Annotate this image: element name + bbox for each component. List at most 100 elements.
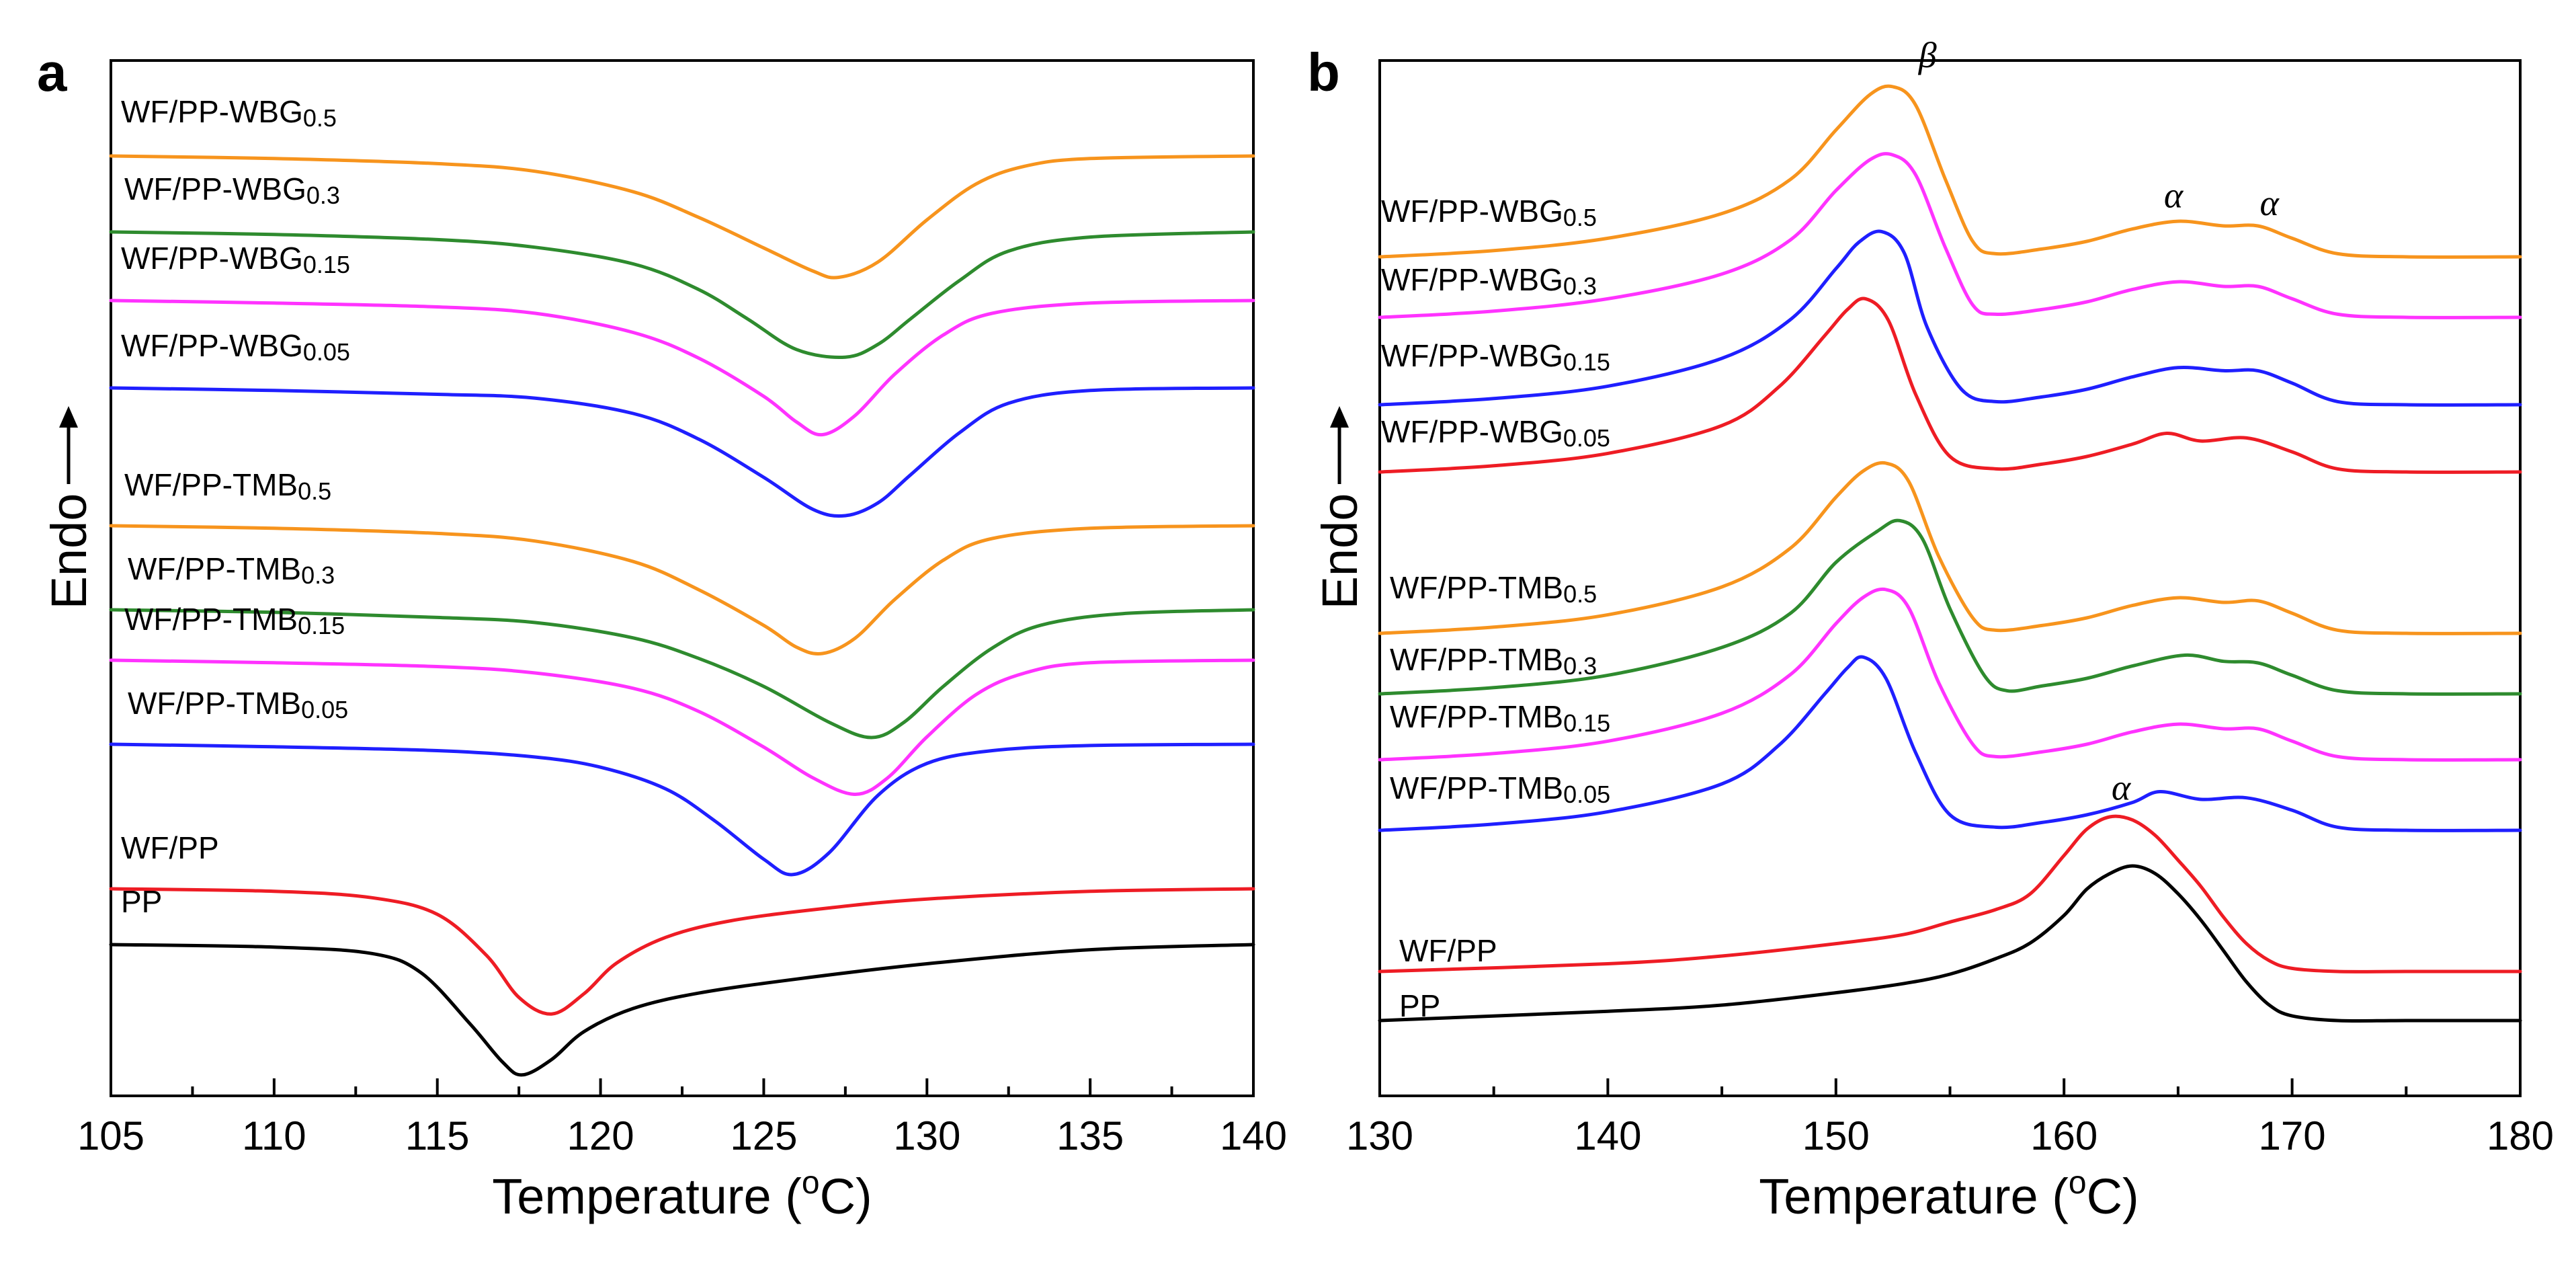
- series-label-subscript: 0.5: [298, 477, 331, 505]
- series-line-9: [1378, 864, 2522, 1023]
- peak-annotation: α: [2259, 183, 2280, 223]
- series-line-5: [1378, 518, 2522, 696]
- series-label: PP: [121, 884, 162, 919]
- x-tick-label: 105: [77, 1113, 144, 1158]
- series-label: WF/PP-WBG0.05: [1381, 414, 1610, 452]
- series-label-main: WF/PP-TMB: [1390, 570, 1563, 605]
- x-tick-label: 135: [1056, 1113, 1124, 1158]
- series-label: WF/PP-TMB0.05: [128, 686, 348, 723]
- x-axis-title-degree: o: [802, 1165, 820, 1201]
- peak-annotation: α: [2164, 175, 2184, 215]
- series-line-6: [109, 658, 1255, 796]
- series-label-subscript: 0.3: [1563, 652, 1597, 680]
- series-label: WF/PP-WBG0.3: [1381, 262, 1597, 300]
- series-label-subscript: 0.05: [1563, 781, 1610, 808]
- series-line-7: [109, 742, 1255, 877]
- series-line-0: [1378, 84, 2522, 259]
- x-axis-title-main: Temperature (: [492, 1168, 802, 1224]
- series-label: WF/PP-WBG0.5: [1381, 194, 1597, 231]
- x-tick-label: 110: [242, 1113, 306, 1158]
- x-axis-title: Temperature (oC): [492, 1165, 872, 1224]
- series-label: WF/PP-WBG0.5: [121, 94, 337, 132]
- series-line-4: [109, 524, 1255, 656]
- series-line-8: [109, 887, 1255, 1016]
- series-line-3: [109, 386, 1255, 518]
- series-line-2: [1378, 229, 2522, 407]
- panel-a: 105 110 115 120 125 130 135 140 a Endo Temperature…: [37, 42, 1287, 1224]
- series-label: WF/PP-TMB0.15: [124, 602, 345, 639]
- series-label: WF/PP-TMB0.5: [124, 467, 331, 505]
- series-line-6: [1378, 587, 2522, 762]
- series-label-main: PP: [1399, 988, 1440, 1023]
- x-tick-label: 180: [2487, 1113, 2554, 1158]
- x-axis-title-unit: C): [2087, 1168, 2139, 1224]
- endo-arrow-icon: [1330, 406, 1349, 428]
- series-line-7: [1378, 655, 2522, 832]
- panel-b: 130 140 150 160 170 180 b Endo Temperature (oC) W…: [1307, 35, 2554, 1224]
- series-label-subscript: 0.05: [1563, 424, 1610, 452]
- y-axis-title: Endo: [1312, 493, 1368, 610]
- x-tick-label: 170: [2259, 1113, 2326, 1158]
- x-tick-label: 130: [1346, 1113, 1413, 1158]
- series-label-main: WF/PP-WBG: [1381, 262, 1563, 297]
- x-tick-label: 150: [1802, 1113, 1870, 1158]
- series-line-5: [109, 608, 1255, 740]
- endo-arrow-icon: [59, 406, 78, 428]
- series-line-4: [1378, 461, 2522, 635]
- series-label-subscript: 0.05: [303, 338, 350, 366]
- series-label-subscript: 0.15: [1563, 348, 1610, 376]
- series-label-main: WF/PP-WBG: [1381, 194, 1563, 229]
- x-tick-label: 140: [1220, 1113, 1287, 1158]
- series-label-main: WF/PP-WBG: [121, 241, 303, 276]
- series-line-3: [1378, 296, 2522, 474]
- series-line-0: [109, 154, 1255, 280]
- series-label-subscript: 0.15: [298, 612, 345, 639]
- series-label-main: PP: [121, 884, 162, 919]
- peak-annotation: β: [1918, 35, 1937, 75]
- series-label-main: WF/PP-TMB: [1390, 770, 1563, 805]
- series-label: WF/PP-WBG0.15: [1381, 338, 1610, 376]
- series-label-subscript: 0.15: [303, 251, 350, 278]
- series-label-main: WF/PP-WBG: [1381, 338, 1563, 373]
- panel-label: a: [37, 42, 67, 102]
- series-label-main: WF/PP-TMB: [124, 602, 298, 637]
- series-label-subscript: 0.3: [306, 182, 340, 209]
- series-label-main: WF/PP: [121, 830, 219, 865]
- series-label: WF/PP-TMB0.15: [1390, 699, 1610, 737]
- series-label: WF/PP-TMB0.05: [1390, 770, 1610, 808]
- series-line-1: [109, 230, 1255, 359]
- x-tick-label: 120: [567, 1113, 634, 1158]
- x-tick-label: 160: [2030, 1113, 2097, 1158]
- series-label-main: WF/PP: [1399, 933, 1497, 968]
- x-tick-label: 125: [730, 1113, 797, 1158]
- x-tick-label: 140: [1574, 1113, 1641, 1158]
- series-label-main: WF/PP-TMB: [1390, 642, 1563, 677]
- series-label-main: WF/PP-TMB: [128, 551, 301, 586]
- series-label: WF/PP: [1399, 933, 1497, 968]
- series-label-subscript: 0.3: [301, 561, 335, 589]
- series-label-main: WF/PP-TMB: [128, 686, 301, 721]
- series-label-main: WF/PP-TMB: [1390, 699, 1563, 734]
- x-axis-title: Temperature (oC): [1759, 1165, 2138, 1224]
- x-axis-title-main: Temperature (: [1759, 1168, 2069, 1224]
- series-label-main: WF/PP-WBG: [121, 94, 303, 129]
- series-label: WF/PP-TMB0.5: [1390, 570, 1597, 608]
- series-label-main: WF/PP-WBG: [121, 328, 303, 363]
- peak-annotation: α: [2112, 767, 2132, 807]
- series-label: WF/PP-WBG0.05: [121, 328, 350, 366]
- series-label: WF/PP-TMB0.3: [1390, 642, 1597, 680]
- x-axis-title-unit: C): [820, 1168, 872, 1224]
- x-tick-label: 115: [405, 1113, 470, 1158]
- series-label-subscript: 0.5: [303, 104, 337, 132]
- panel-label: b: [1307, 42, 1340, 102]
- series-line-9: [109, 943, 1255, 1077]
- series-label: WF/PP-WBG0.15: [121, 241, 350, 278]
- series-label: WF/PP-TMB0.3: [128, 551, 335, 589]
- series-label: WF/PP: [121, 830, 219, 865]
- series-label-subscript: 0.3: [1563, 272, 1597, 300]
- series-label-subscript: 0.05: [301, 696, 348, 723]
- series-label: WF/PP-WBG0.3: [124, 171, 340, 209]
- x-axis-title-degree: o: [2069, 1165, 2087, 1201]
- series-line-8: [1378, 814, 2522, 973]
